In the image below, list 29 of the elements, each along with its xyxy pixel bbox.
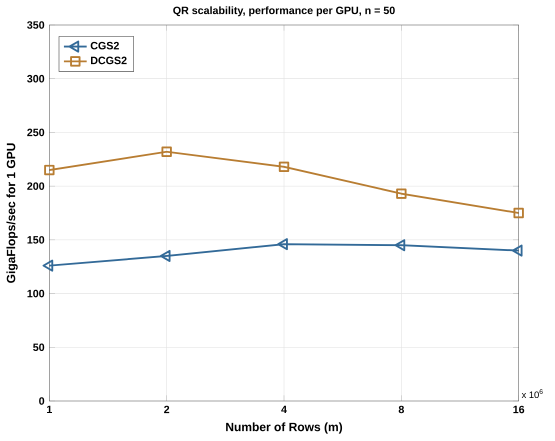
y-tick-label: 50 (33, 344, 44, 352)
point (513, 208, 524, 218)
text: x 10$^{6}$ (522, 389, 543, 398)
point (394, 239, 406, 252)
point (161, 146, 172, 157)
x-axis-title: Number of Rows (m) (226, 422, 342, 434)
y-tick-label: 300 (27, 74, 44, 82)
y-tick-label: 0 (39, 397, 44, 405)
x-tick-label: 16 (513, 406, 524, 414)
point (277, 238, 288, 250)
point (44, 164, 55, 176)
x-tick-label: 4 (281, 406, 287, 414)
x-tick-label: 8 (398, 406, 404, 414)
y-tick-label: 250 (27, 128, 44, 136)
point (42, 260, 54, 272)
y-tick-label: 350 (27, 21, 44, 29)
legend-label: DCGS2 (91, 56, 127, 64)
point (160, 250, 171, 262)
legend-label: CGS2 (90, 42, 119, 50)
point (278, 162, 290, 172)
chart-title: QR scalability, performance per GPU, n = 50 (173, 6, 395, 16)
x-tick-label: 2 (164, 406, 170, 414)
y-tick-label: 200 (27, 182, 44, 190)
y-tick-label: 150 (28, 236, 44, 244)
x-tick-label: 1 (47, 406, 52, 414)
point (396, 188, 407, 199)
point (512, 244, 523, 257)
y-tick-label: 100 (28, 290, 44, 298)
y-axis-title: GigaFlops/sec for 1 GPU (6, 143, 18, 283)
